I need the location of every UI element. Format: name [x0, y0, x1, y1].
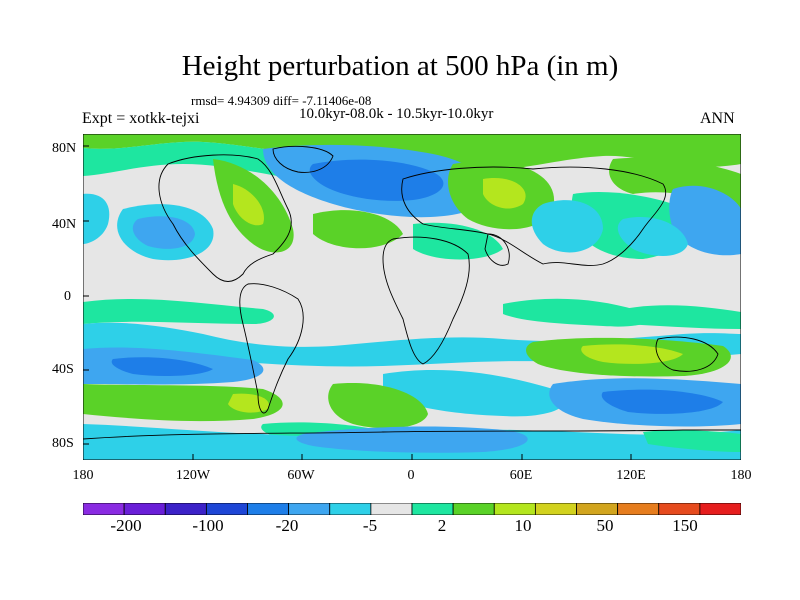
experiment-label: Expt = xotkk-tejxi — [82, 110, 200, 127]
colorbar-box — [83, 503, 125, 515]
colorbar-box — [288, 503, 331, 515]
colorbar — [83, 503, 741, 515]
lat-label-80s: 80S — [52, 436, 74, 451]
southern-midlat-bands — [83, 337, 741, 444]
lon-label-180w: 180 — [72, 468, 94, 483]
lat-label-40s: 40S — [52, 362, 74, 377]
colorbar-box — [123, 503, 166, 515]
lon-label-60w: 60W — [287, 468, 315, 483]
colorbar-label-50: 50 — [596, 516, 614, 535]
colorbar-label-m200: -200 — [110, 516, 142, 535]
lon-label-0: 0 — [407, 468, 415, 483]
contour-map — [83, 134, 741, 460]
period-label: 10.0kyr-08.0k - 10.5kyr-10.0kyr — [299, 106, 494, 122]
lon-label-180e: 180 — [730, 468, 752, 483]
colorbar-label-2: 2 — [437, 516, 447, 535]
lon-label-120w: 120W — [175, 468, 211, 483]
colorbar-box — [164, 503, 207, 515]
coastlines — [83, 145, 741, 440]
colorbar-box — [411, 503, 454, 515]
colorbar-label-m100: -100 — [192, 516, 224, 535]
lat-label-80n: 80N — [52, 141, 77, 156]
lon-label-60e: 60E — [509, 468, 533, 483]
lon-label-120e: 120E — [616, 468, 646, 483]
season-label: ANN — [700, 110, 735, 127]
colorbar-label-m5: -5 — [362, 516, 378, 535]
colorbar-box — [658, 503, 701, 515]
colorbar-box — [699, 503, 741, 515]
colorbar-box — [205, 503, 248, 515]
map-title: Height perturbation at 500 hPa (in m) — [181, 50, 619, 82]
colorbar-label-10: 10 — [514, 516, 532, 535]
north-atlantic-positive — [213, 159, 503, 260]
north-pacific-negative — [83, 185, 741, 261]
colorbar-box — [452, 503, 495, 515]
colorbar-box — [493, 503, 536, 515]
colorbar-box — [247, 503, 290, 515]
lat-label-eq: 0 — [64, 289, 71, 304]
colorbar-box — [617, 503, 660, 515]
stats-text: rmsd= 4.94309 diff= -7.11406e-08 — [191, 93, 372, 108]
colorbar-box — [576, 503, 619, 515]
map-ticks — [83, 145, 741, 460]
lat-label-40n: 40N — [52, 217, 77, 232]
colorbar-box — [370, 503, 413, 515]
antarctic-bands — [83, 424, 741, 460]
colorbar-label-150: 150 — [672, 516, 698, 535]
colorbar-box — [534, 503, 577, 515]
colorbar-box — [329, 503, 372, 515]
colorbar-label-m20: -20 — [275, 516, 299, 535]
